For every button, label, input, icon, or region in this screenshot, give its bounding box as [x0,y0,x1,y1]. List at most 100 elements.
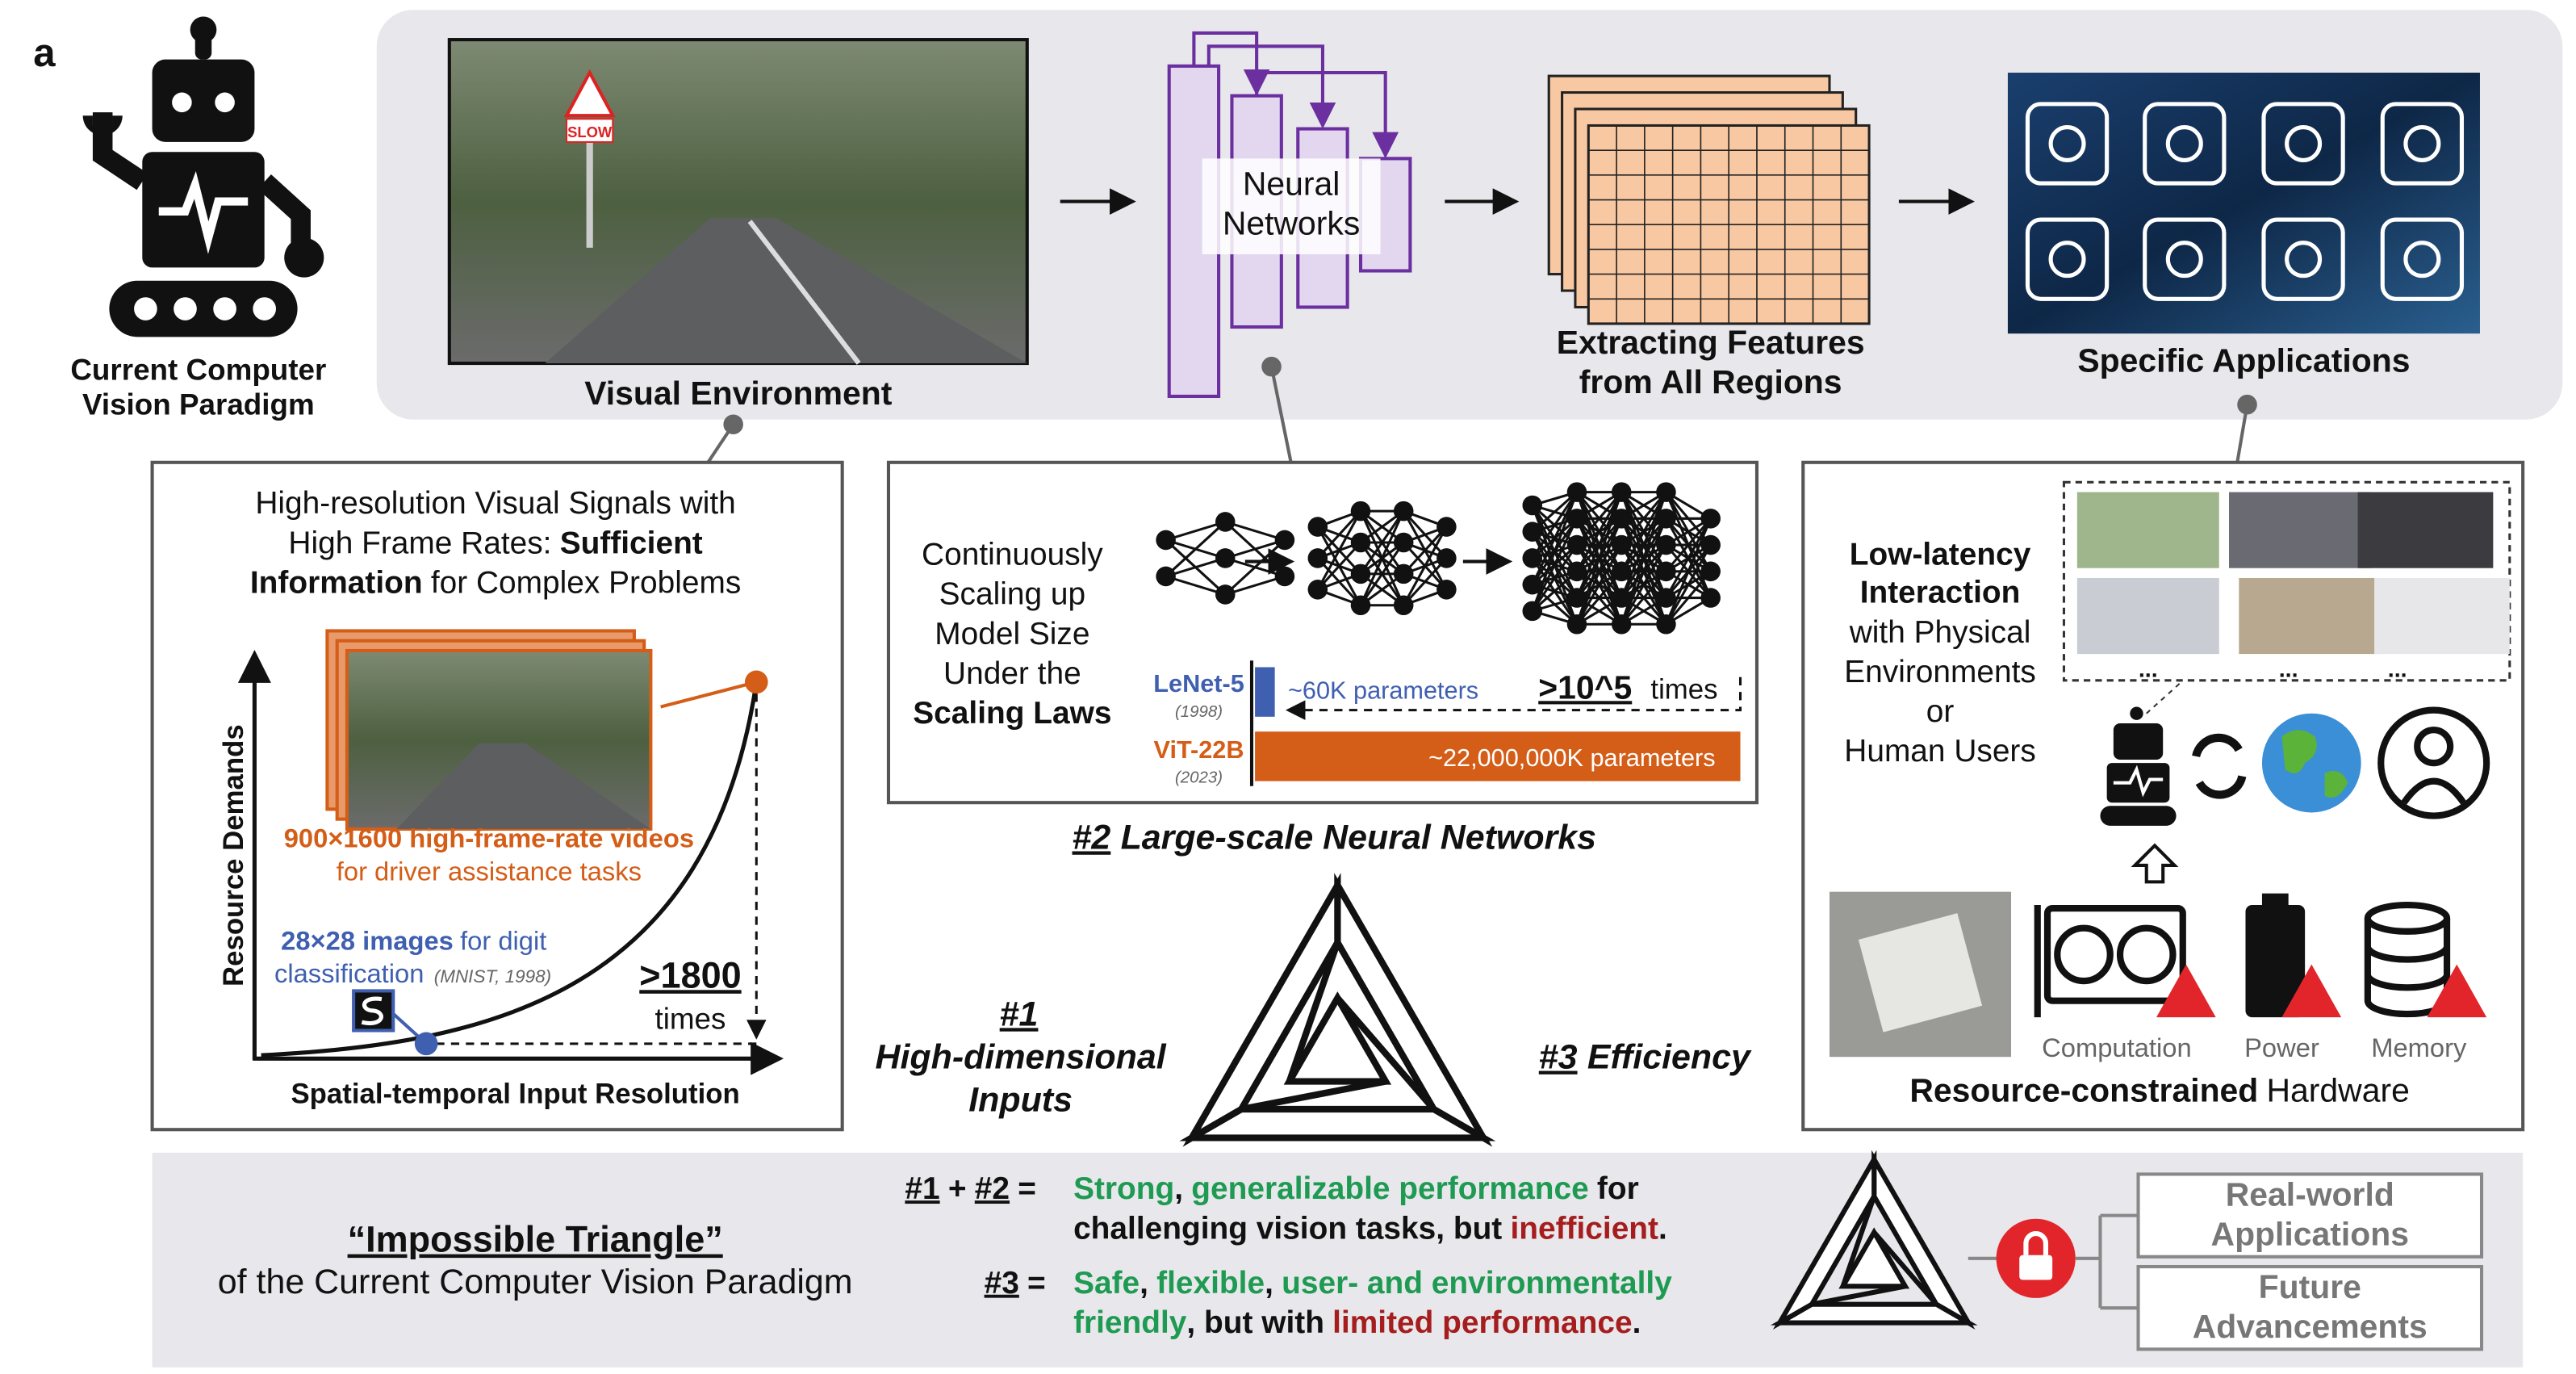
vit-bar [1255,731,1741,781]
triangle-face [1334,873,1493,1147]
up-arrow [2131,843,2179,884]
model-name: ViT-22B [1154,735,1244,764]
networks-caption: #2 Large-scale Neural Networks [1073,818,1596,857]
device-photo [2076,492,2219,568]
net-node [1700,509,1721,529]
caption-part: #2 [1073,818,1111,857]
y-axis-label: Resource Demands [219,724,249,987]
row-part: inefficient [1510,1211,1658,1246]
interaction-text: with Physical [1849,615,2031,650]
net-node [1393,532,1414,553]
outcome-label: Future [2259,1268,2361,1305]
net-edge [1531,491,1579,533]
summary-panel [152,1152,2524,1368]
hardware-label: Computation [2042,1033,2192,1062]
ratio: >10^5 [1538,668,1632,706]
row-part: . [1633,1305,1641,1340]
summary-subtitle: of the Current Computer Vision Paradigm [218,1263,853,1301]
row-part: , [1140,1266,1148,1301]
summary-row: challenging vision tasks, but inefficient… [1073,1211,1667,1246]
net-node [1566,614,1587,635]
digit-label: classification (MNIST, 1998) [274,958,551,988]
x-axis-label: Spatial-temporal Input Resolution [291,1079,739,1110]
model-year: (2023) [1175,769,1223,787]
video-point [744,670,768,694]
row-part: = [1018,1171,1036,1206]
outcome-label: Real-world [2226,1175,2394,1213]
pointer [2146,683,2181,714]
net-node [1274,530,1295,551]
network-diagrams [1156,482,1721,635]
applications-image [2007,73,2480,334]
refresh-icon [2192,733,2247,799]
digit-point [414,1032,438,1056]
net-edge [1359,542,1405,606]
net-node [1215,512,1236,532]
device-photos [2076,492,2510,655]
row-part: #1 [905,1171,939,1206]
app-icon [2261,217,2345,301]
scaling-text: Scaling up [939,577,1085,612]
net-node [1215,584,1236,605]
net-node [1656,509,1676,529]
row-part: , but with [1186,1305,1324,1340]
net-node [1393,563,1414,584]
lenet-bar [1255,667,1275,717]
video-label: for driver assistance tasks [337,856,642,886]
row-part: friendly [1073,1305,1187,1340]
row-part: limited performance [1332,1305,1632,1340]
pipeline-label: Specific Applications [2077,341,2410,379]
net-edge [1620,544,1667,626]
net-node [1307,580,1328,600]
triangle-edge [1871,1230,1938,1306]
triangle-edge [1286,941,1341,1083]
corner-label: #1 [1000,995,1039,1033]
net-edge [1165,521,1227,578]
net-edge [1665,517,1712,572]
model-year: (1998) [1175,702,1223,721]
gpu-icon [2034,905,2186,1018]
summary-row: friendly, but with limited performance. [1073,1305,1641,1340]
net-edge [1224,538,1286,559]
net-node [1436,548,1457,568]
pipeline-label: from All Regions [1579,363,1842,400]
param-label: ~22,000,000K parameters [1428,744,1716,772]
box-title: High-resolution Visual Signals with [255,486,735,521]
pipeline-label: Neural [1243,165,1340,202]
net-edge [1620,570,1667,626]
row-part: flexible [1156,1266,1265,1301]
net-node [1522,522,1543,542]
summary-title: “Impossible Triangle” [348,1219,723,1260]
net-node [1700,561,1721,582]
param-label: ~60K parameters [1288,676,1478,704]
app-icon [2261,102,2345,186]
row-part: for [1597,1171,1639,1206]
net-node [1350,595,1371,616]
robot-caption: Vision Paradigm [82,387,315,421]
net-edge [1316,510,1362,591]
triangle-edge [1840,1195,1877,1288]
app-glyph [2048,124,2086,162]
app-glyph [2403,241,2441,279]
net-node [1700,588,1721,608]
dashed-guide [1285,677,1742,720]
net-node [1393,595,1414,616]
net-edge [1224,520,1286,542]
outcome-box [2136,1264,2484,1351]
net-node [1156,530,1176,551]
row-part: user- and environmentally [1282,1266,1672,1301]
net-node [1566,561,1587,582]
pipeline-label: Visual Environment [584,375,893,412]
summary-row: #3 = Safe, flexible, user- and environmental… [985,1266,1673,1301]
scaling-text: Scaling Laws [913,696,1111,731]
small-robot [2100,706,2177,826]
ellipsis: ... [2388,657,2407,683]
net-node [1522,574,1543,595]
net-edge [1165,575,1226,596]
caption-part: Large-scale Neural Networks [1121,818,1596,857]
box-title: High Frame Rates: Sufficient [288,526,702,560]
app-icon [2143,217,2227,301]
chip [1858,913,1983,1033]
row-part: , [1174,1171,1183,1206]
